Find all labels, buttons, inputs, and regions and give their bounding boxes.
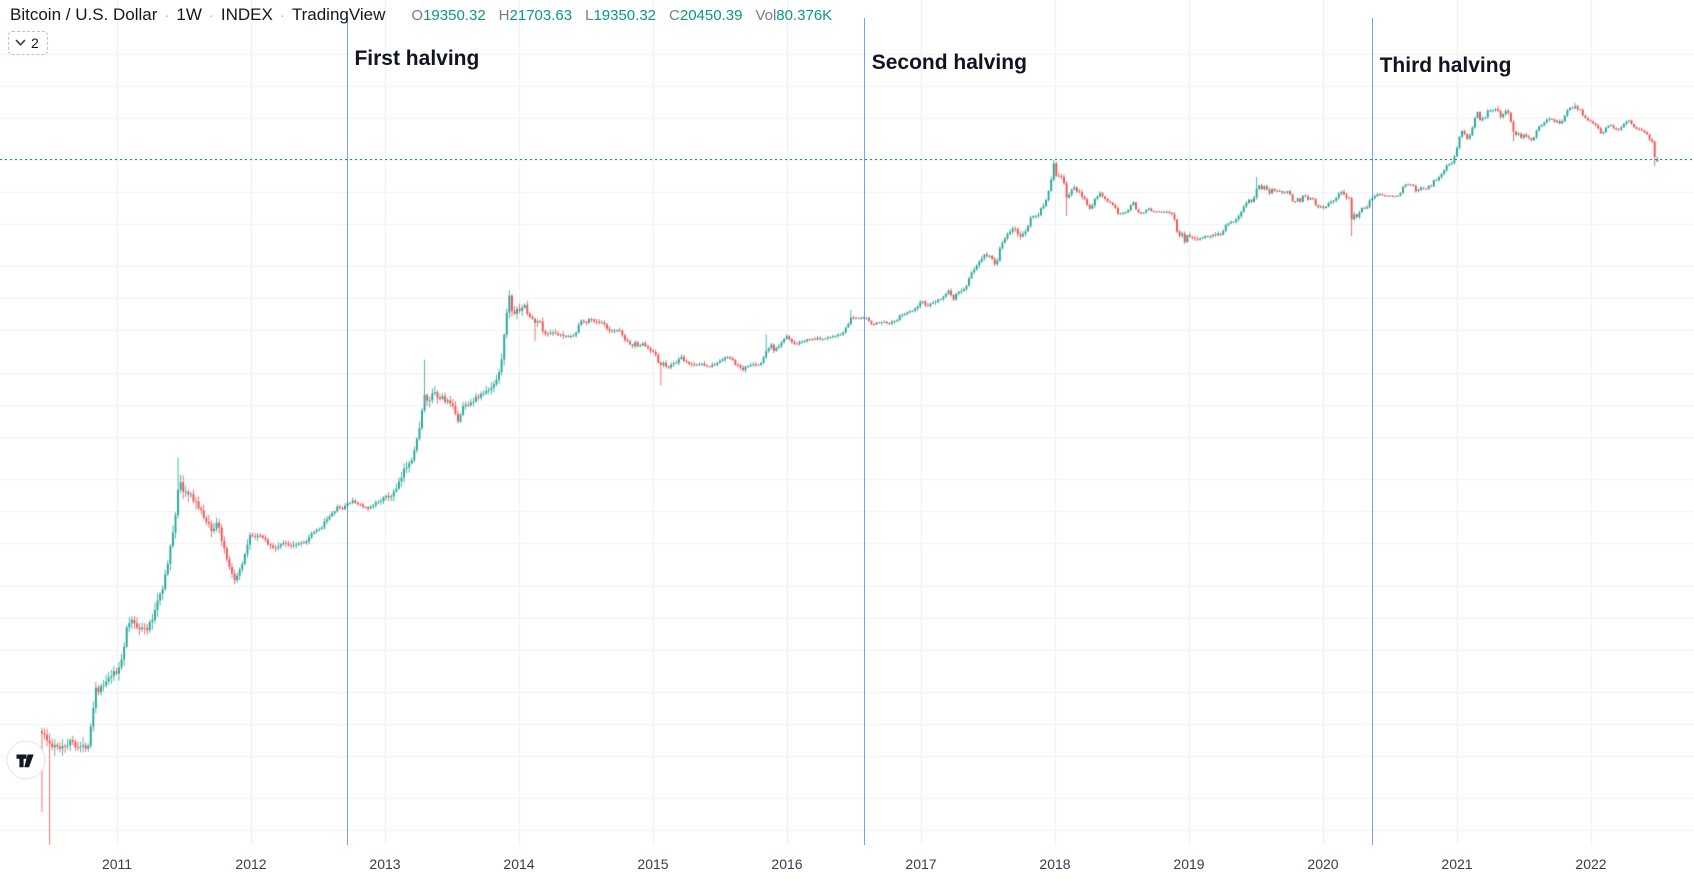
axis-year-label: 2013: [369, 856, 401, 872]
high-value: 21703.63: [509, 7, 573, 24]
provider-label[interactable]: TradingView: [291, 5, 386, 24]
low-label: L: [585, 7, 594, 24]
objects-tree-badge[interactable]: 2: [8, 31, 48, 55]
interval-label[interactable]: 1W: [176, 5, 202, 24]
current-price-line: [0, 159, 1694, 160]
tradingview-logo-icon: [6, 740, 46, 780]
open-label: O: [411, 7, 424, 24]
objects-count: 2: [31, 35, 39, 51]
separator-dot: ·: [208, 7, 214, 24]
first-halving-label[interactable]: First halving: [354, 47, 480, 70]
axis-year-label: 2011: [101, 856, 133, 872]
first-halving-line[interactable]: [346, 18, 349, 845]
axis-year-label: 2018: [1039, 856, 1071, 872]
high-label: H: [498, 7, 510, 24]
axis-year-label: 2021: [1441, 856, 1473, 872]
close-label: C: [669, 7, 680, 24]
ohlc-readout: O19350.32 H21703.63 L19350.32 C20450.39 …: [411, 7, 845, 24]
separator-dot: ·: [164, 7, 170, 24]
axis-year-label: 2012: [235, 856, 267, 872]
third-halving-label[interactable]: Third halving: [1379, 54, 1512, 77]
tradingview-logo[interactable]: [6, 740, 46, 780]
separator-dot: ·: [279, 7, 285, 24]
axis-year-label: 2017: [905, 856, 937, 872]
axis-year-label: 2015: [637, 856, 669, 872]
open-value: 19350.32: [423, 7, 486, 24]
exchange-label[interactable]: INDEX: [220, 5, 273, 24]
symbol-name[interactable]: Bitcoin / U.S. Dollar: [10, 5, 158, 24]
axis-year-label: 2022: [1575, 856, 1607, 872]
time-axis[interactable]: 2011 2012 2013 2014 2015 2016 2017 2018 2019 2020…: [0, 845, 1694, 886]
chevron-down-icon: [15, 39, 26, 46]
close-value: 20450.39: [679, 7, 743, 24]
third-halving-line[interactable]: [1371, 18, 1374, 845]
low-value: 19350.32: [593, 7, 657, 24]
chart-legend: Bitcoin / U.S. Dollar · 1W · INDEX · Tra…: [10, 5, 845, 25]
volume-value: 80.376K: [776, 7, 833, 24]
second-halving-label[interactable]: Second halving: [871, 50, 1027, 74]
axis-year-label: 2016: [771, 856, 803, 872]
volume-label: Vol: [755, 7, 777, 24]
second-halving-line[interactable]: [863, 18, 866, 845]
axis-year-label: 2020: [1307, 856, 1339, 872]
axis-year-label: 2014: [503, 856, 535, 872]
axis-year-label: 2019: [1173, 856, 1205, 872]
